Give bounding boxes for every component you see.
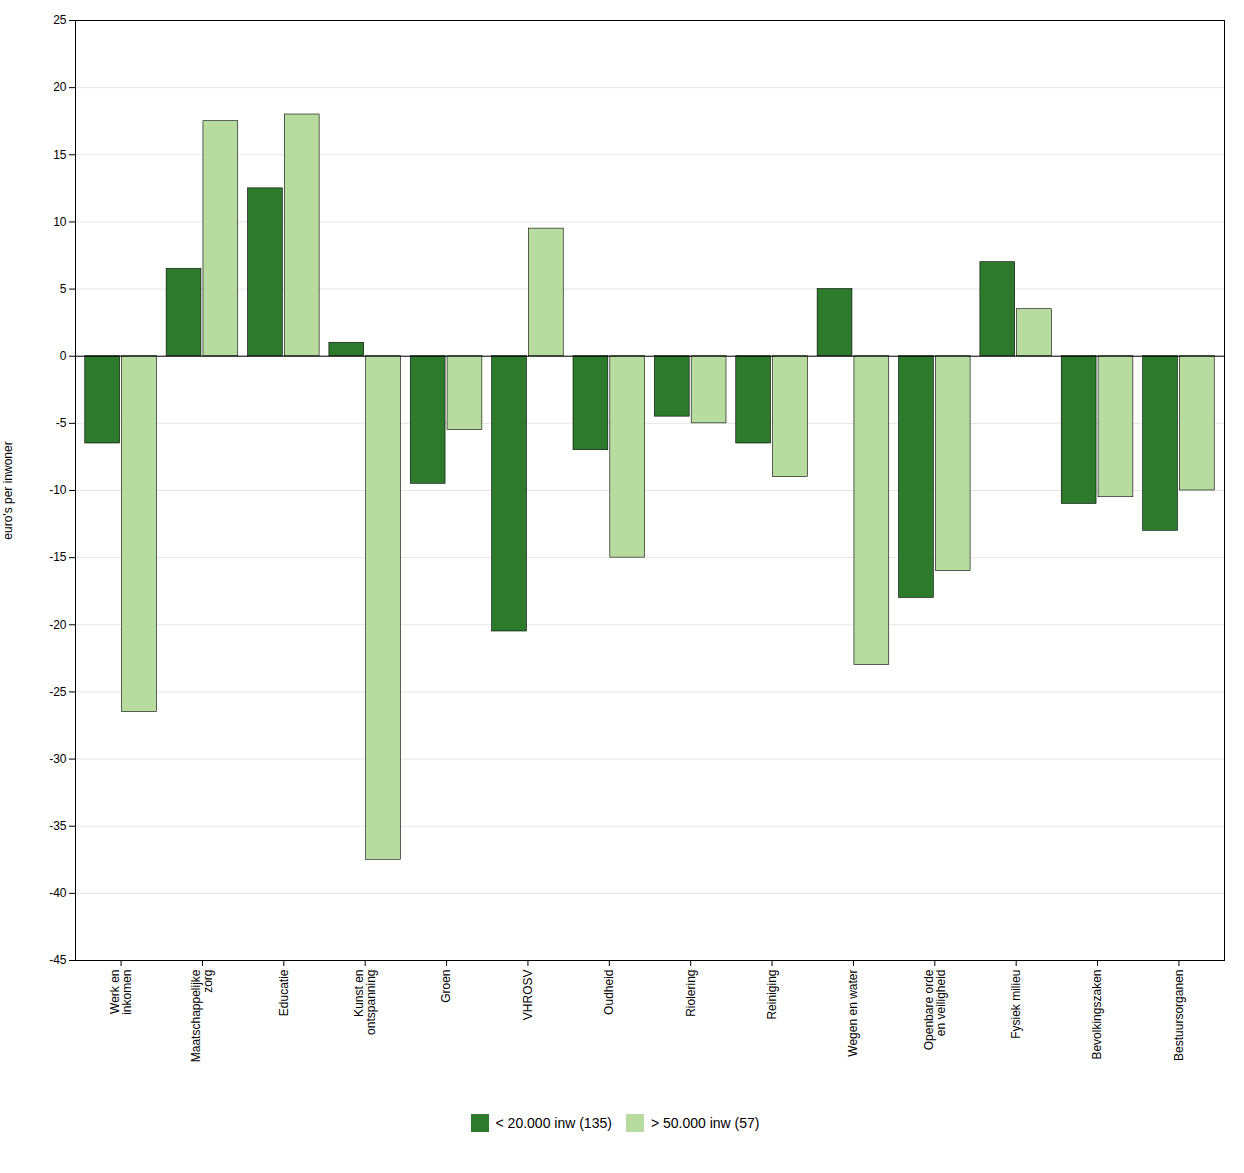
svg-text:-30: -30 bbox=[49, 752, 67, 766]
svg-text:-20: -20 bbox=[49, 618, 67, 632]
svg-text:10: 10 bbox=[53, 215, 67, 229]
html-text:< 20.000 inw (135): < 20.000 inw (135) bbox=[495, 1114, 612, 1131]
svg-text:-15: -15 bbox=[49, 550, 67, 564]
svg-text:-10: -10 bbox=[49, 483, 67, 497]
svg-text:-45: -45 bbox=[49, 953, 67, 967]
svg-text:20: 20 bbox=[53, 80, 67, 94]
svg-text:-5: -5 bbox=[56, 416, 67, 430]
svg-text:Educatie: Educatie bbox=[277, 969, 291, 1016]
svg-text:-35: -35 bbox=[49, 819, 67, 833]
svg-text:Groen: Groen bbox=[439, 970, 453, 1003]
svg-text:Reiniging: Reiniging bbox=[765, 970, 779, 1020]
svg-text:5: 5 bbox=[60, 282, 67, 296]
svg-text:25: 25 bbox=[53, 13, 67, 27]
svg-text:Wegen en water: Wegen en water bbox=[846, 970, 860, 1057]
svg-text:Bevolkingszaken: Bevolkingszaken bbox=[1090, 970, 1104, 1060]
html-text:> 50.000 inw (57): > 50.000 inw (57) bbox=[650, 1114, 760, 1131]
svg-text:VHROSV: VHROSV bbox=[521, 970, 535, 1021]
svg-text:Kunst enontspanning: Kunst enontspanning bbox=[352, 970, 378, 1035]
svg-text:Fysiek milieu: Fysiek milieu bbox=[1009, 970, 1023, 1039]
svg-text:-25: -25 bbox=[49, 685, 67, 699]
svg-text:0: 0 bbox=[60, 349, 67, 363]
svg-text:Bestuursorganen: Bestuursorganen bbox=[1172, 970, 1186, 1061]
svg-text:Maatschappelijkezorg: Maatschappelijkezorg bbox=[189, 969, 215, 1062]
svg-text:Werk eninkomen: Werk eninkomen bbox=[108, 970, 134, 1015]
svg-text:euro's per inwoner: euro's per inwoner bbox=[1, 441, 15, 539]
svg-text:Openbare ordeen veiligheid: Openbare ordeen veiligheid bbox=[922, 969, 948, 1050]
svg-text:Oudheid: Oudheid bbox=[602, 970, 616, 1015]
svg-text:-40: -40 bbox=[49, 886, 67, 900]
svg-text:15: 15 bbox=[53, 148, 67, 162]
svg-text:Riolering: Riolering bbox=[684, 970, 698, 1017]
